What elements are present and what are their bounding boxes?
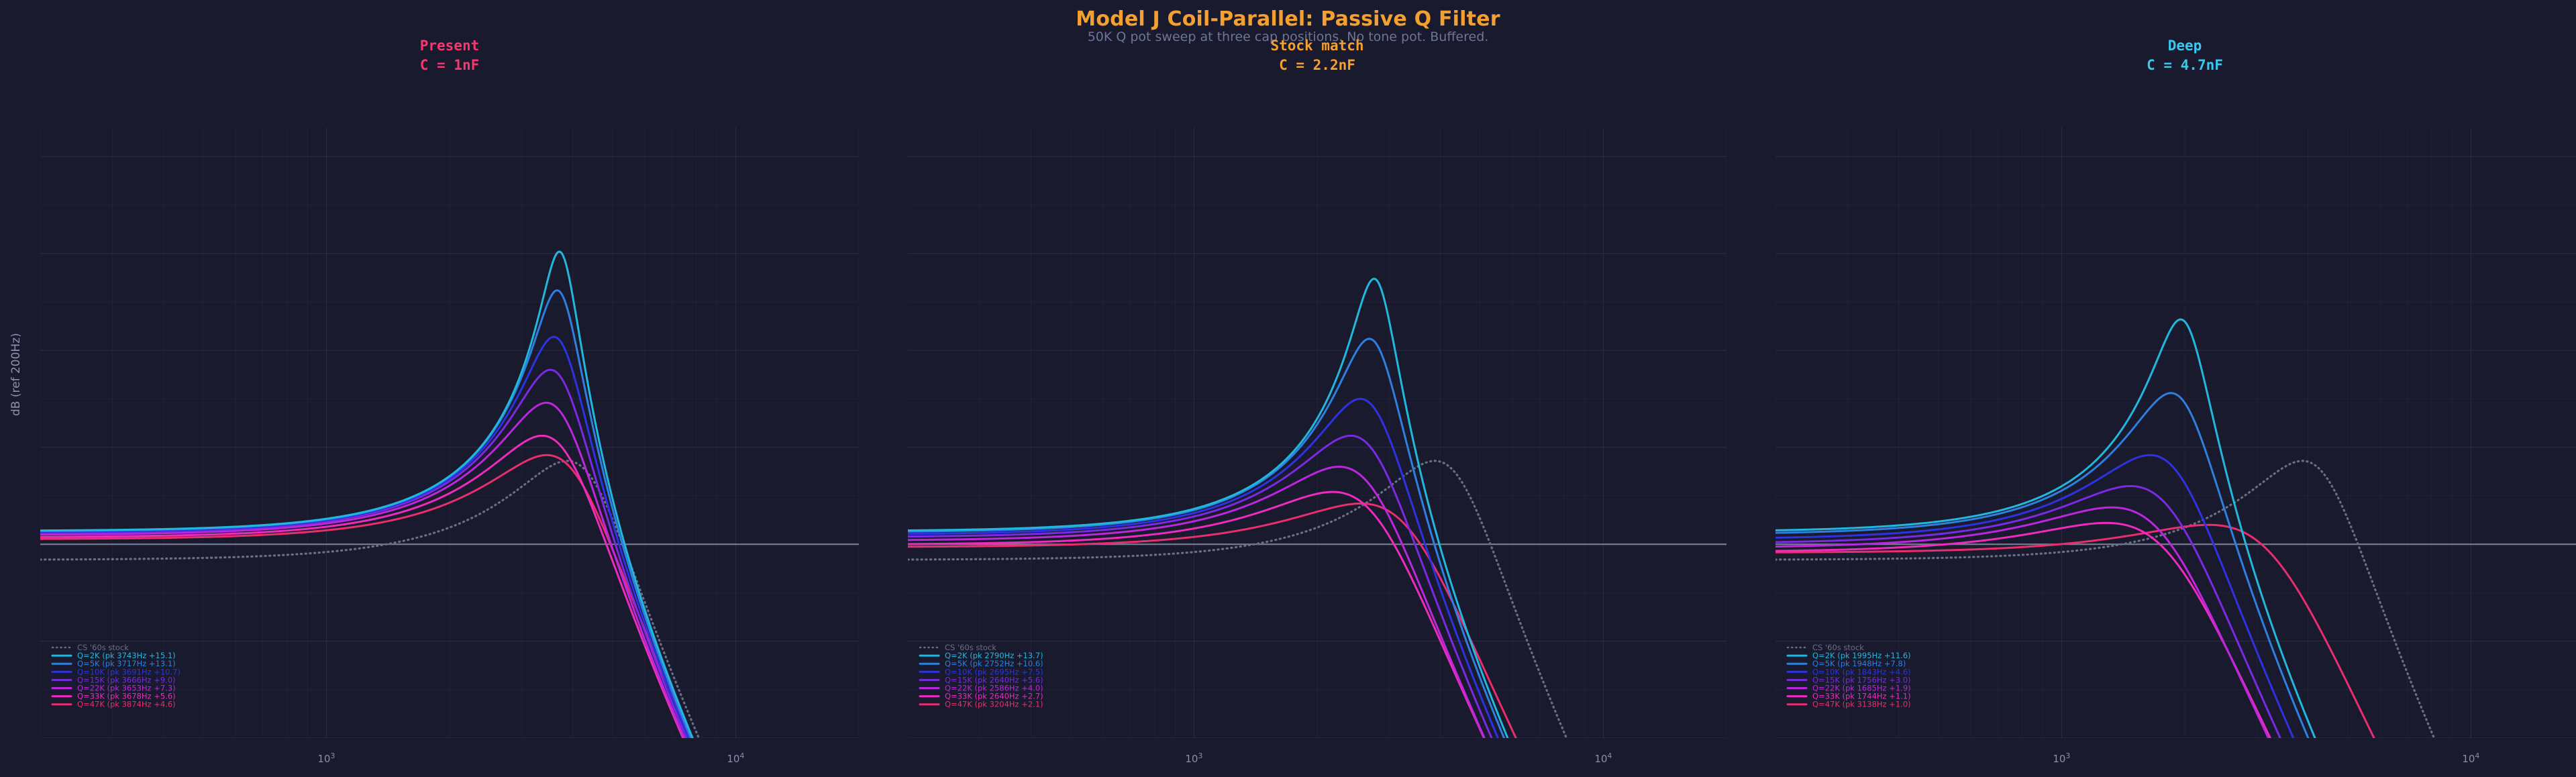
curve-q-33k — [40, 434, 684, 738]
legend-item[interactable]: Q=2K (pk 1995Hz +11.6) — [1786, 651, 1911, 660]
curve-q-10k — [908, 397, 1500, 738]
legend-label: Q=5K (pk 1948Hz +7.8) — [1812, 659, 1906, 668]
legend-item[interactable]: Q=33K (pk 2640Hz +2.7) — [919, 692, 1043, 701]
legend-item[interactable]: CS '60s stock — [51, 643, 129, 652]
curve-q-15k — [1775, 484, 2281, 738]
legend-item[interactable]: Q=5K (pk 3717Hz +13.1) — [51, 659, 176, 668]
curve-q-5k — [1775, 392, 2310, 738]
svg-text:104: 104 — [1594, 752, 1612, 765]
legend-label: Q=47K (pk 3874Hz +4.6) — [77, 700, 176, 709]
legend-label: Q=2K (pk 2790Hz +13.7) — [945, 651, 1043, 660]
legend-item[interactable]: CS '60s stock — [1786, 643, 1864, 652]
legend-item[interactable]: Q=15K (pk 2640Hz +5.6) — [919, 675, 1043, 684]
x-axis-ticks: 103 104 — [1185, 752, 1612, 765]
curve-cs-60s-stock — [40, 460, 701, 738]
curve-q-2k — [1775, 318, 2316, 738]
legend-label: CS '60s stock — [1812, 643, 1864, 652]
svg-text:103: 103 — [2053, 752, 2070, 765]
legend-label: Q=22K (pk 2586Hz +4.0) — [945, 684, 1043, 693]
legend-item[interactable]: CS '60s stock — [919, 643, 996, 652]
curve-q-22k — [40, 401, 686, 738]
legend-label: Q=15K (pk 2640Hz +5.6) — [945, 675, 1043, 684]
legend-label: Q=2K (pk 3743Hz +15.1) — [77, 651, 176, 660]
svg-text:104: 104 — [727, 752, 744, 765]
plot-panel-1: Present C = 1nF20151050−5−10103104CS '60… — [40, 0, 859, 777]
curve-q-47k — [1775, 523, 2375, 738]
legend-label: Q=33K (pk 1744Hz +1.1) — [1812, 692, 1911, 701]
legend-item[interactable]: Q=47K (pk 3138Hz +1.0) — [1786, 700, 1911, 709]
curve-q-22k — [908, 466, 1486, 738]
legend-item[interactable]: Q=47K (pk 3204Hz +2.1) — [919, 700, 1043, 709]
legend-label: Q=10K (pk 2695Hz +7.5) — [945, 667, 1043, 676]
legend-item[interactable]: Q=47K (pk 3874Hz +4.6) — [51, 700, 176, 709]
curve-q-33k — [908, 490, 1486, 738]
legend-label: Q=33K (pk 3678Hz +5.6) — [77, 692, 176, 701]
legend-item[interactable]: Q=10K (pk 2695Hz +7.5) — [919, 667, 1043, 676]
panel-title-1: Present C = 1nF — [419, 38, 480, 73]
svg-text:104: 104 — [2462, 752, 2479, 765]
curve-q-47k — [40, 454, 692, 738]
legend-label: Q=33K (pk 2640Hz +2.7) — [945, 692, 1043, 701]
legend-item[interactable]: Q=22K (pk 1685Hz +1.9) — [1786, 684, 1911, 693]
legend-label: Q=15K (pk 1756Hz +3.0) — [1812, 675, 1911, 684]
curve-q-2k — [908, 277, 1509, 738]
legend-label: Q=47K (pk 3204Hz +2.1) — [945, 700, 1043, 709]
legend-item[interactable]: Q=22K (pk 2586Hz +4.0) — [919, 684, 1043, 693]
curve-q-2k — [40, 250, 694, 738]
curve-q-22k — [1775, 506, 2270, 738]
legend-item[interactable]: Q=15K (pk 3666Hz +9.0) — [51, 675, 176, 684]
legend-item[interactable]: Q=2K (pk 3743Hz +15.1) — [51, 651, 176, 660]
y-axis-label: dB (ref 200Hz) — [9, 333, 23, 416]
legend-label: Q=5K (pk 3717Hz +13.1) — [77, 659, 176, 668]
figure-title: Model J Coil-Parallel: Passive Q Filter — [1076, 7, 1500, 31]
legend-label: Q=2K (pk 1995Hz +11.6) — [1812, 651, 1911, 660]
x-axis-ticks: 103 104 — [317, 752, 744, 765]
legend-item[interactable]: Q=33K (pk 3678Hz +5.6) — [51, 692, 176, 701]
plot-panel-3: Deep C = 4.7nF 103 104 CS '60s stock Q=2K (p… — [1775, 0, 2576, 777]
legend-label: CS '60s stock — [77, 643, 129, 652]
legend-item[interactable]: Q=15K (pk 1756Hz +3.0) — [1786, 675, 1911, 684]
legend-item[interactable]: Q=5K (pk 2752Hz +10.6) — [919, 659, 1043, 668]
curve-q-15k — [908, 434, 1493, 738]
legend-label: Q=5K (pk 2752Hz +10.6) — [945, 659, 1043, 668]
legend-label: Q=22K (pk 3653Hz +7.3) — [77, 684, 176, 693]
legend-item[interactable]: Q=33K (pk 1744Hz +1.1) — [1786, 692, 1911, 701]
legend-item[interactable]: Q=2K (pk 2790Hz +13.7) — [919, 651, 1043, 660]
curve-cs-60s-stock — [908, 460, 1568, 738]
grid-lines — [1775, 127, 2576, 738]
legend-label: CS '60s stock — [945, 643, 996, 652]
legend-item[interactable]: Q=22K (pk 3653Hz +7.3) — [51, 684, 176, 693]
curve-q-15k — [40, 368, 688, 738]
legend-label: Q=22K (pk 1685Hz +1.9) — [1812, 684, 1911, 693]
x-axis-ticks: 103 104 — [2053, 752, 2479, 765]
panel-title-2: Stock match C = 2.2nF — [1270, 38, 1364, 73]
panel-title-3: Deep C = 4.7nF — [2147, 38, 2223, 73]
legend-item[interactable]: Q=5K (pk 1948Hz +7.8) — [1786, 659, 1906, 668]
legend-label: Q=15K (pk 3666Hz +9.0) — [77, 675, 176, 684]
legend-label: Q=10K (pk 1843Hz +4.6) — [1812, 667, 1911, 676]
svg-text:103: 103 — [1185, 752, 1202, 765]
curve-q-5k — [908, 338, 1506, 738]
curve-q-10k — [1775, 454, 2295, 738]
figure-subtitle: 50K Q pot sweep at three cap positions. … — [1087, 30, 1489, 44]
legend-item[interactable]: Q=10K (pk 3691Hz +10.7) — [51, 667, 181, 676]
svg-text:103: 103 — [317, 752, 335, 765]
plot-panel-2: Stock match C = 2.2nF 103 104 CS '60s stock… — [908, 0, 1727, 777]
legend-label: Q=10K (pk 3691Hz +10.7) — [77, 667, 181, 676]
curve-q-47k — [908, 502, 1517, 738]
legend-label: Q=47K (pk 3138Hz +1.0) — [1812, 700, 1911, 709]
curve-cs-60s-stock — [1775, 460, 2436, 738]
curve-q-33k — [1775, 521, 2272, 738]
legend-item[interactable]: Q=10K (pk 1843Hz +4.6) — [1786, 667, 1911, 676]
